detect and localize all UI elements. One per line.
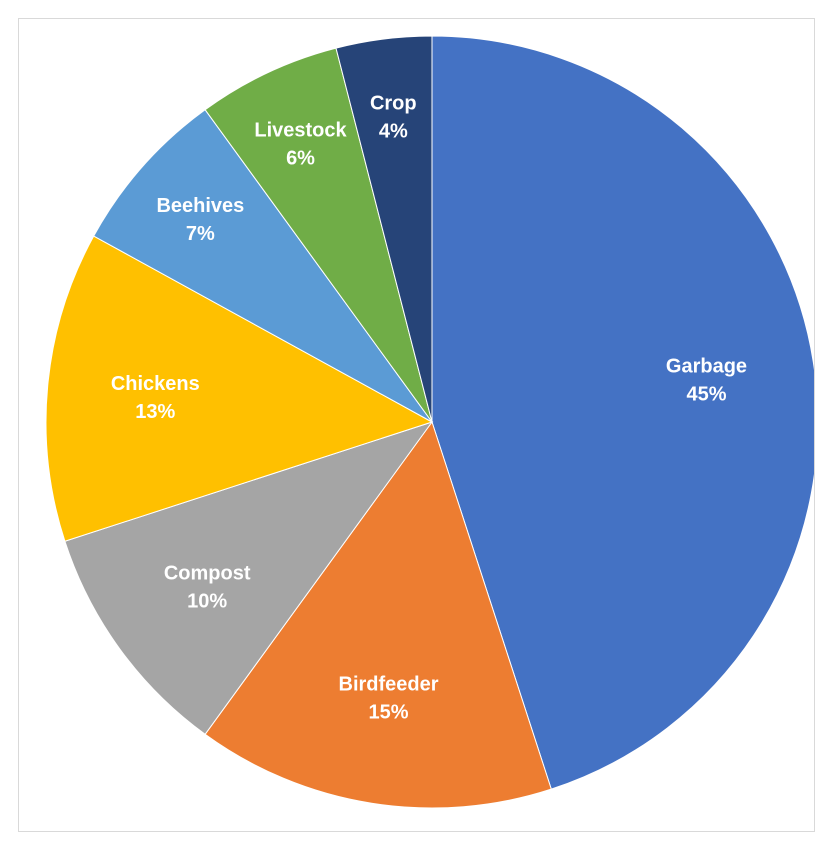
slice-garbage [431,35,814,790]
slice-compost [64,421,434,735]
slice-chickens [45,235,434,542]
pie-chart: Garbage 45% Birdfeeder 15% Compost 10% Chicken… [45,35,814,809]
slice-label-crop: Crop [370,93,417,115]
slice-label-livestock: Livestock [254,120,347,142]
slice-label-beehives: Beehives [156,195,244,217]
slice-livestock [204,47,433,423]
slice-value-compost: 10% [187,590,227,612]
slice-beehives [93,109,433,423]
slice-value-crop: 4% [379,121,408,143]
slice-crop [335,35,433,423]
slice-label-garbage: Garbage [666,356,747,378]
data-labels: Garbage 45% Birdfeeder 15% Compost 10% Chicken… [111,93,747,724]
chart-area: Garbage 45% Birdfeeder 15% Compost 10% Chicken… [18,18,815,832]
slice-label-compost: Compost [164,562,251,584]
slice-label-chickens: Chickens [111,373,200,395]
pie-slices [45,35,814,809]
slice-value-garbage: 45% [686,384,726,406]
slice-value-birdfeeder: 15% [369,701,409,723]
slice-label-birdfeeder: Birdfeeder [339,673,439,695]
slice-birdfeeder [204,420,552,809]
slice-value-livestock: 6% [286,148,315,170]
slice-value-chickens: 13% [135,401,175,423]
slice-value-beehives: 7% [186,223,215,245]
